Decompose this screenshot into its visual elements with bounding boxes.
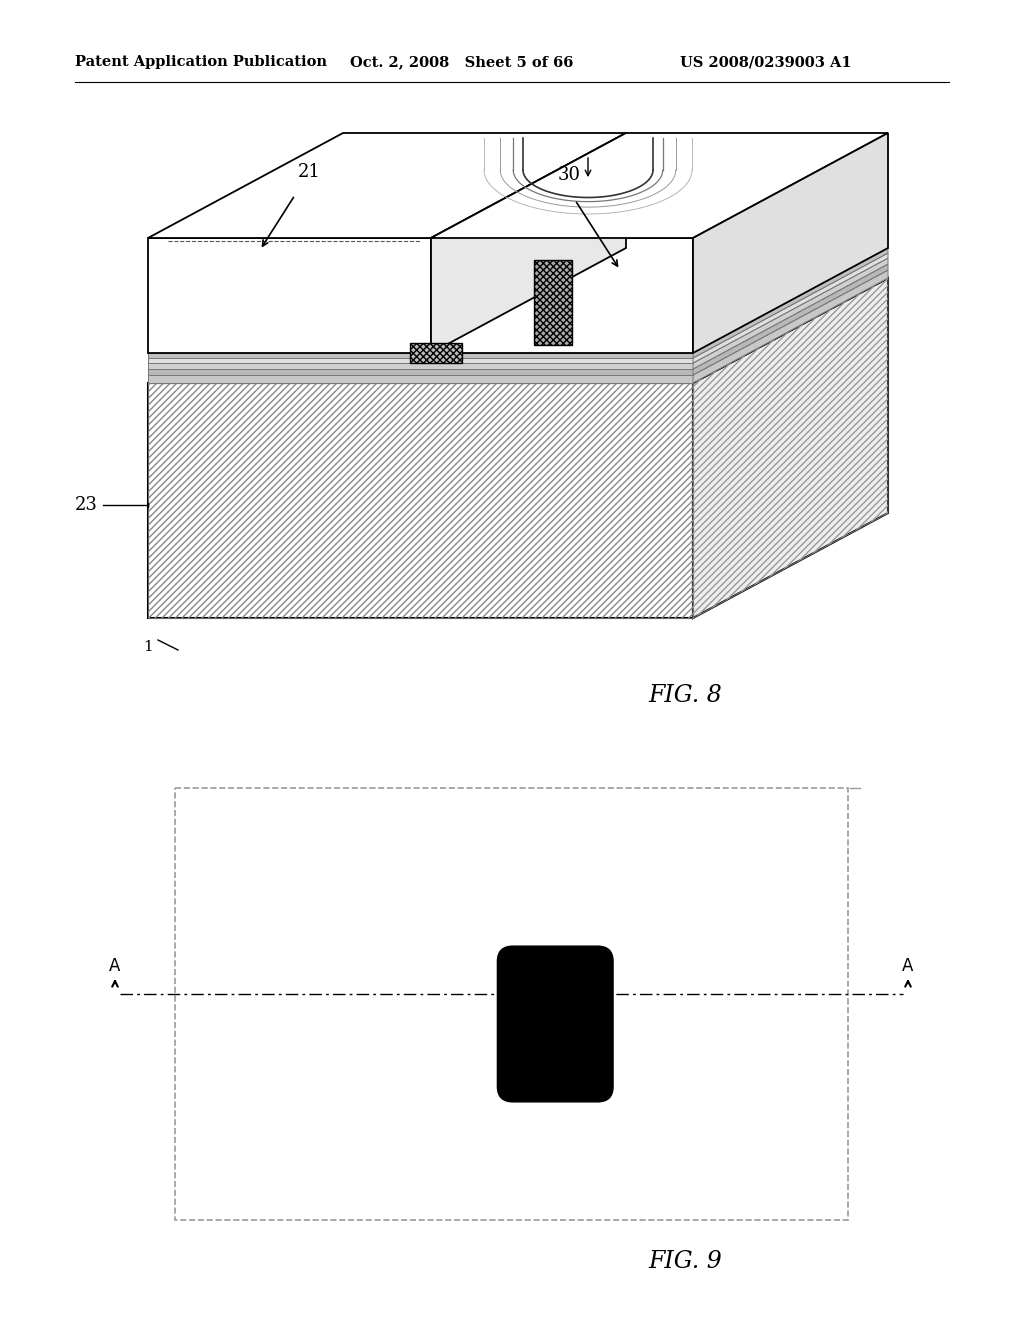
Text: 23: 23 xyxy=(75,496,98,513)
Polygon shape xyxy=(693,279,888,618)
Text: Oct. 2, 2008   Sheet 5 of 66: Oct. 2, 2008 Sheet 5 of 66 xyxy=(350,55,573,69)
Polygon shape xyxy=(534,260,572,345)
Polygon shape xyxy=(431,133,626,352)
Text: FIG. 9: FIG. 9 xyxy=(648,1250,722,1274)
Text: A: A xyxy=(902,957,913,975)
Polygon shape xyxy=(148,264,888,370)
Polygon shape xyxy=(693,264,888,375)
Text: 21: 21 xyxy=(298,162,321,181)
Polygon shape xyxy=(148,375,693,383)
Polygon shape xyxy=(148,383,693,618)
Polygon shape xyxy=(431,133,888,238)
Polygon shape xyxy=(148,271,888,375)
Polygon shape xyxy=(148,133,626,238)
Polygon shape xyxy=(693,253,888,363)
Text: US 2008/0239003 A1: US 2008/0239003 A1 xyxy=(680,55,852,69)
Text: Patent Application Publication: Patent Application Publication xyxy=(75,55,327,69)
Polygon shape xyxy=(148,370,693,375)
FancyBboxPatch shape xyxy=(498,946,612,1101)
Text: 30: 30 xyxy=(558,166,581,183)
Polygon shape xyxy=(148,352,693,358)
Polygon shape xyxy=(693,248,888,358)
Text: 1: 1 xyxy=(143,640,153,653)
Polygon shape xyxy=(148,238,431,352)
Polygon shape xyxy=(148,257,888,363)
Polygon shape xyxy=(410,343,462,363)
Polygon shape xyxy=(148,363,693,370)
Polygon shape xyxy=(693,257,888,370)
Polygon shape xyxy=(148,358,693,363)
Text: FIG. 8: FIG. 8 xyxy=(648,684,722,706)
Text: A: A xyxy=(110,957,121,975)
Bar xyxy=(175,788,848,1220)
Polygon shape xyxy=(431,238,693,352)
Polygon shape xyxy=(148,253,888,358)
Polygon shape xyxy=(693,133,888,352)
Polygon shape xyxy=(148,248,888,352)
Polygon shape xyxy=(148,279,888,383)
Polygon shape xyxy=(693,271,888,383)
